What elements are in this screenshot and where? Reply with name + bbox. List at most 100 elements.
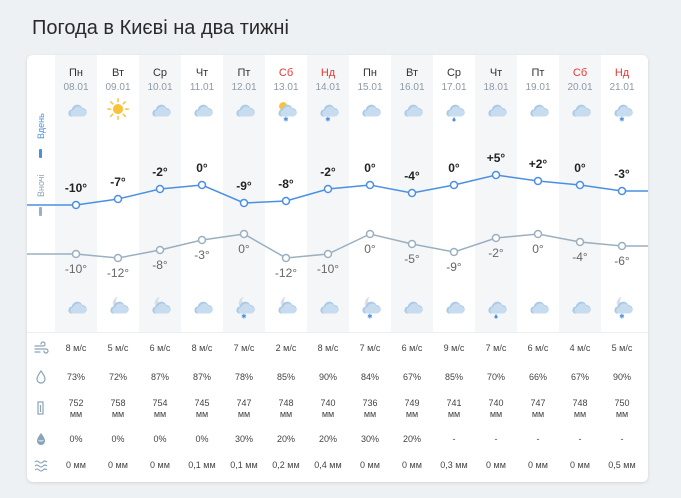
precip-prob-value: 20%	[402, 434, 421, 444]
day-temperature: -2°	[320, 165, 336, 179]
cloud-icon	[63, 97, 89, 123]
pressure-value: 740 мм	[488, 398, 504, 419]
temperature-chart	[27, 170, 648, 263]
page-title: Погода в Києві на два тижні	[32, 17, 289, 39]
pressure-icon	[33, 400, 49, 416]
cloud-icon	[483, 97, 509, 123]
precip-prob-value: 0%	[195, 434, 209, 444]
day-temperature: +2°	[528, 157, 548, 171]
sun-cloud-snow-icon: ✱	[273, 97, 299, 124]
night-temperature: -9°	[446, 260, 462, 274]
humidity-value: 73%	[66, 372, 85, 382]
forecast-card: Вдень Вночі Пн 08.01 -10° -10° Вт 09.01 -7° -12…	[27, 55, 648, 482]
precip-value: 0,5 мм	[608, 460, 636, 470]
precip-value: 0 мм	[108, 460, 128, 470]
wind-value: 8 м/с	[317, 343, 339, 353]
wind-value: 7 м/с	[485, 343, 507, 353]
pressure-value: 752 мм	[68, 398, 84, 419]
precip-value: 0 мм	[150, 460, 170, 470]
pressure-value: 740 мм	[320, 398, 336, 419]
day-name: Чт	[489, 67, 503, 79]
day-date: 12.01	[231, 82, 257, 93]
cloud-rain-icon	[441, 97, 467, 123]
day-temperature-point	[449, 180, 459, 190]
day-name: Вт	[111, 67, 124, 79]
day-temperature: -3°	[614, 167, 630, 181]
night-temperature: -4°	[572, 250, 588, 264]
night-temperature: 0°	[532, 242, 544, 256]
night-temperature-point	[281, 253, 291, 263]
night-temperature-point	[113, 253, 123, 263]
precipitation-icon	[33, 457, 49, 473]
cloud-icon	[357, 97, 383, 123]
cloud-rain-icon	[483, 294, 509, 320]
column-background	[223, 55, 265, 332]
moon-cloud-icon	[105, 294, 131, 320]
svg-text:✱: ✱	[325, 116, 330, 123]
day-name: Чт	[195, 67, 209, 79]
pressure-value: 748 мм	[278, 398, 294, 419]
day-name: Пн	[363, 67, 377, 79]
day-name: Вт	[405, 67, 418, 79]
precip-value: 0 мм	[570, 460, 590, 470]
pressure-value: 747 мм	[236, 398, 252, 419]
precip-prob-value: -	[452, 434, 456, 444]
humidity-value: 90%	[318, 372, 337, 382]
wind-value: 8 м/с	[191, 343, 213, 353]
day-date: 09.01	[105, 82, 131, 93]
day-name: Сб	[572, 67, 588, 79]
pressure-value: 748 мм	[572, 398, 588, 419]
precip-value: 0,4 мм	[314, 460, 342, 470]
precip-value: 0,1 мм	[230, 460, 258, 470]
day-temperature: +5°	[486, 151, 506, 165]
day-temperature-point	[533, 176, 543, 186]
night-temperature: -12°	[106, 266, 130, 280]
humidity-value: 67%	[402, 372, 421, 382]
night-temperature: -3°	[194, 248, 210, 262]
precip-value: 0,3 мм	[440, 460, 468, 470]
night-temperature: -10°	[316, 262, 340, 276]
wind-value: 2 м/с	[275, 343, 297, 353]
humidity-value: 72%	[108, 372, 127, 382]
day-name: Пт	[237, 67, 251, 79]
day-temperature-point	[197, 180, 207, 190]
night-temperature: 0°	[364, 242, 376, 256]
day-date: 11.01	[189, 82, 215, 93]
cloud-icon	[525, 97, 551, 123]
wind-value: 7 м/с	[359, 343, 381, 353]
precip-prob-value: 0%	[153, 434, 167, 444]
day-name: Пн	[69, 67, 83, 79]
divider	[27, 332, 648, 333]
day-temperature: -4°	[404, 169, 420, 183]
svg-text:✱: ✱	[241, 313, 246, 320]
precip-prob-value: 20%	[318, 434, 337, 444]
day-temperature-point	[365, 180, 375, 190]
night-marker	[39, 207, 42, 216]
humidity-value: 87%	[150, 372, 169, 382]
night-temperature-point	[155, 245, 165, 255]
night-temperature: -6°	[614, 254, 630, 268]
humidity-value: 67%	[570, 372, 589, 382]
sun-icon	[105, 97, 131, 123]
cloud-icon	[525, 294, 551, 320]
precip-prob-value: 0%	[69, 434, 83, 444]
wind-value: 7 м/с	[233, 343, 255, 353]
night-temperature: -10°	[64, 262, 88, 276]
night-temperature: -12°	[274, 266, 298, 280]
cloud-icon	[567, 294, 593, 320]
day-temperature-point	[113, 194, 123, 204]
precip-value: 0 мм	[360, 460, 380, 470]
day-date: 10.01	[147, 82, 173, 93]
moon-cloud-icon	[147, 294, 173, 320]
wind-value: 6 м/с	[527, 343, 549, 353]
day-name: Нд	[320, 67, 336, 79]
night-temperature-point	[71, 249, 81, 259]
night-temperature-point	[449, 247, 459, 257]
precip-probability-icon	[33, 431, 49, 447]
svg-text:✱: ✱	[283, 116, 288, 123]
day-date: 20.01	[567, 82, 593, 93]
humidity-icon	[33, 369, 49, 385]
cloud-icon	[399, 97, 425, 123]
night-temperature-point	[365, 229, 375, 239]
moon-cloud-icon	[273, 294, 299, 320]
